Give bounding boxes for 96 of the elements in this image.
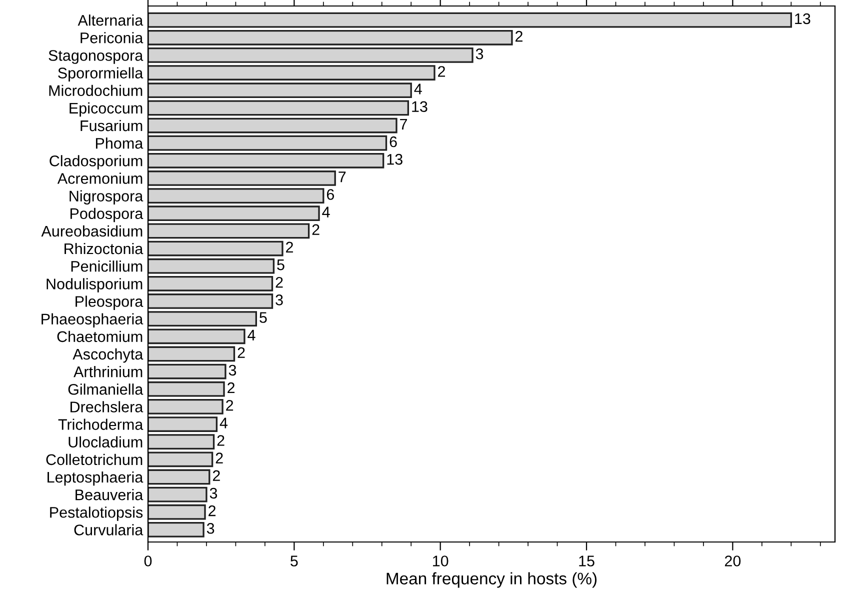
y-tick-label: Microdochium (49, 84, 142, 96)
y-tick-label: Epicoccum (70, 102, 142, 117)
bar (148, 434, 215, 450)
annotation: 2 (238, 347, 245, 358)
y-tick-label: Pleospora (76, 296, 144, 310)
y-tick-label: Periconia (80, 32, 144, 44)
annotation: 6 (326, 189, 334, 200)
y-tick-label: Pestalotiopsis (50, 506, 143, 521)
bar (148, 240, 284, 256)
bar (148, 118, 398, 134)
y-tick-label: Aureobasidium (41, 225, 142, 237)
bar (148, 135, 388, 151)
annotation: 4 (414, 84, 422, 94)
bar (148, 328, 246, 344)
annotation: 3 (276, 294, 283, 306)
y-tick-label: Rhizoctonia (64, 242, 144, 254)
bar (148, 346, 236, 362)
annotation: 2 (217, 435, 224, 446)
y-tick-label: Fusarium (80, 120, 142, 132)
annotation: 3 (206, 522, 214, 534)
annotation: 4 (322, 206, 330, 218)
bar (148, 82, 412, 98)
bar (148, 30, 513, 46)
annotation: 2 (516, 30, 522, 42)
bar (148, 48, 474, 63)
y-tick-label: Trichoderma (58, 418, 144, 430)
y-tick-label: Ulocladium (68, 436, 142, 448)
y-tick-label: Acremonium (57, 172, 142, 184)
annotation: 7 (338, 172, 346, 182)
y-tick-label: Curvularia (74, 524, 144, 536)
bar (148, 276, 274, 292)
bar (148, 188, 324, 204)
bar (148, 398, 224, 414)
y-tick-label: Phaeosphaeria (42, 313, 144, 328)
bar (148, 152, 384, 168)
annotation: 2 (226, 400, 234, 411)
bar (148, 486, 208, 502)
y-tick-label: Alternaria (78, 14, 144, 26)
annotation: 2 (312, 224, 320, 235)
bar (148, 65, 436, 80)
y-tick-label: Colletotrichum (46, 454, 142, 466)
annotation: 6 (390, 136, 397, 148)
y-tick-label: Stagonospora (48, 50, 144, 64)
annotation: 3 (210, 488, 218, 499)
y-tick-label: Beauveria (76, 489, 144, 500)
y-tick-label: Podospora (70, 208, 144, 222)
bar (148, 258, 275, 274)
annotation: 2 (216, 452, 223, 464)
y-tick-label: Nigrospora (70, 190, 144, 205)
bar (148, 206, 320, 222)
annotation: 13 (412, 101, 428, 112)
x-tick-label: 5 (290, 556, 298, 566)
bar (148, 522, 204, 538)
annotation: 13 (795, 13, 810, 24)
y-tick-label: Phoma (96, 138, 144, 149)
bar (148, 311, 257, 326)
y-tick-label: Leptosphaeria (48, 471, 144, 486)
annotation: 13 (387, 154, 402, 165)
x-axis-title: Mean frequency in hosts (%) (386, 572, 597, 588)
annotation: 2 (208, 505, 216, 516)
annotation: 7 (400, 118, 407, 130)
bar (148, 381, 225, 397)
annotation: 4 (220, 418, 228, 428)
y-tick-label: Ascochyta (72, 348, 144, 363)
annotation: 3 (228, 364, 236, 376)
bar (148, 170, 336, 186)
x-tick-label: 20 (724, 556, 741, 566)
x-tick-label: 0 (144, 556, 152, 566)
y-tick-label: Gilmaniella (68, 384, 144, 395)
annotation: 3 (476, 48, 484, 60)
bar (148, 452, 214, 468)
annotation: 2 (286, 242, 293, 252)
annotation: 2 (276, 276, 283, 288)
x-tick-label: 15 (579, 556, 594, 566)
annotation: 5 (277, 260, 284, 270)
y-tick-label: Nodulisporium (46, 278, 142, 292)
bar (148, 364, 226, 380)
bar (148, 100, 410, 116)
bar (148, 223, 310, 239)
x-tick-label: 10 (433, 556, 448, 566)
bar (148, 12, 792, 28)
y-tick-label: Drechslera (70, 401, 144, 412)
annotation: 4 (248, 330, 256, 340)
bar (148, 504, 206, 520)
bar (148, 469, 210, 485)
y-tick-label: Cladosporium (50, 155, 142, 170)
annotation: 2 (212, 470, 220, 481)
bar (148, 416, 218, 432)
annotation: 5 (260, 312, 267, 323)
bar (148, 294, 274, 309)
annotation: 2 (228, 382, 235, 394)
y-tick-label: Penicillium (71, 260, 142, 272)
annotation: 2 (438, 66, 445, 77)
y-tick-label: Arthrinium (74, 366, 142, 378)
y-tick-label: Chaetomium (57, 330, 142, 342)
y-tick-label: Sporormiella (58, 67, 144, 82)
